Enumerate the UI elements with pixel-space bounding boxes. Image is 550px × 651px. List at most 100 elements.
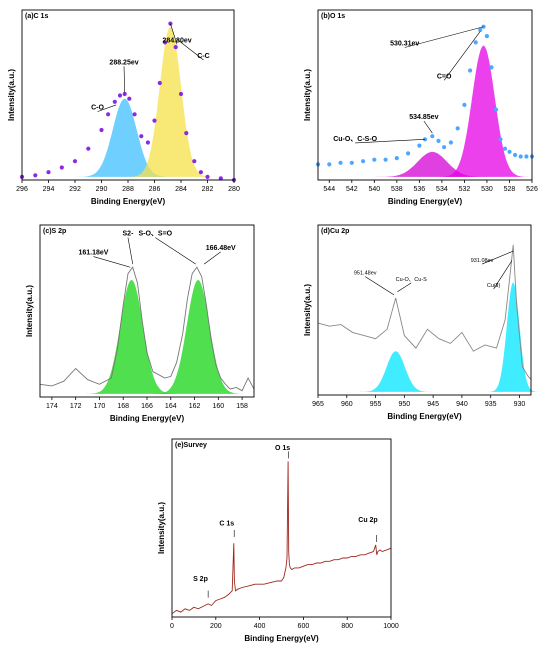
x-tick-label: 280 — [228, 186, 240, 193]
x-tick-label: 526 — [526, 186, 538, 193]
data-point — [122, 91, 127, 97]
data-point — [502, 146, 508, 151]
annotation-label: S2- — [123, 231, 135, 238]
x-tick-label: 955 — [370, 401, 382, 408]
x-tick-label: 170 — [94, 403, 106, 410]
annotation-label: O 1s — [275, 445, 290, 452]
x-axis-label: Binding Energy(eV) — [91, 197, 166, 206]
data-point — [462, 102, 467, 107]
annotation-label: 284.80ev — [162, 37, 191, 44]
plot-frame — [317, 9, 533, 181]
data-point — [132, 112, 137, 117]
annotation-label: 951.48ev — [354, 271, 377, 277]
data-point — [157, 80, 162, 86]
peak-fill-1 — [487, 282, 539, 392]
x-tick-label: 158 — [236, 403, 248, 410]
chart-panel-o1s: 544 542 540 538 536 534 532 530 528 526 (b)O 1s Bin… — [275, 0, 550, 210]
x-tick-label: 400 — [254, 623, 266, 630]
x-tick-label: 166 — [141, 403, 153, 410]
x-tick-label: 945 — [427, 401, 439, 408]
survey-plot: 0 200 400 600 800 1000 (e)Survey Binding Energy… — [157, 438, 399, 643]
data-point — [33, 173, 38, 178]
data-point — [59, 165, 64, 170]
data-point — [478, 27, 483, 32]
data-point — [481, 24, 486, 29]
data-point — [484, 34, 489, 39]
annotation-arrow — [355, 139, 426, 144]
cu2p-plot: 965 960 955 950 945 940 935 930 (d)Cu 2p Binding … — [303, 224, 539, 421]
data-point — [383, 157, 388, 162]
x-tick-label: 800 — [341, 623, 353, 630]
y-axis-label: Intensity(a.u.) — [25, 285, 34, 337]
data-point — [46, 170, 51, 175]
x-tick-label: 0 — [170, 623, 174, 630]
x-tick-label: 160 — [212, 403, 224, 410]
x-tick-label: 950 — [399, 401, 411, 408]
data-point — [513, 152, 518, 158]
data-point — [468, 68, 473, 73]
x-tick-label: 286 — [149, 186, 161, 193]
peak-fill-0 — [373, 151, 491, 177]
panel-title: (e)Survey — [175, 442, 207, 449]
peak-fill-1 — [128, 26, 213, 177]
x-tick-label: 528 — [504, 186, 516, 193]
x-axis-label: Binding Energy(eV) — [110, 414, 185, 423]
data-point — [99, 127, 104, 133]
data-point — [518, 154, 523, 159]
data-point — [338, 160, 343, 165]
data-point — [455, 126, 460, 131]
x-axis-label: Binding Energy(eV) — [388, 197, 463, 206]
o1s-plot: 544 542 540 538 536 534 532 530 528 526 (b)O 1s Bin… — [303, 9, 538, 206]
data-point — [173, 45, 178, 50]
x-tick-label: 290 — [96, 186, 108, 193]
x-tick-label: 940 — [456, 401, 468, 408]
x-tick-label: 164 — [165, 403, 177, 410]
x-tick-label: 960 — [341, 401, 353, 408]
data-point — [163, 40, 168, 45]
data-point — [127, 96, 132, 101]
data-point — [417, 143, 422, 148]
s2p-plot: 174 172 170 168 166 164 162 160 158 (c)S 2p Bindin… — [25, 224, 255, 423]
x-tick-label: 284 — [175, 186, 187, 193]
panel-title: (b)O 1s — [321, 13, 345, 20]
annotation-arrow — [127, 237, 134, 265]
data-point — [152, 118, 157, 123]
annotation-arrow — [443, 31, 481, 81]
x-tick-label: 930 — [514, 401, 526, 408]
annotation-label: Cu(Ⅱ) — [487, 283, 501, 289]
annotation-label: C 1s — [219, 520, 234, 527]
x-tick-label: 538 — [391, 186, 403, 193]
annotation-label: S 2p — [193, 576, 208, 583]
annotation-arrow — [93, 256, 131, 268]
series-line-0 — [317, 244, 532, 380]
chart-panel-s2p: 174 172 170 168 166 164 162 160 158 (c)S 2p Bindin… — [0, 212, 275, 423]
peak-fill-0 — [86, 279, 177, 394]
annotation-label: 166.48eV — [206, 245, 236, 252]
data-point — [349, 160, 354, 165]
annotation-label: 931.08ev — [471, 258, 494, 264]
data-point — [117, 93, 123, 98]
annotation-label: S-O、S=O — [138, 231, 172, 238]
c1s-plot: 296 294 292 290 288 286 284 282 280 (a)C 1s Bindin… — [7, 9, 240, 206]
data-point — [372, 157, 377, 162]
data-point — [139, 134, 144, 139]
annotation-arrow — [481, 250, 514, 265]
chart-panel-survey: 0 200 400 600 800 1000 (e)Survey Binding Energy… — [150, 432, 410, 647]
x-tick-label: 600 — [298, 623, 310, 630]
data-point — [422, 137, 428, 142]
annotation-arrow — [170, 23, 178, 45]
y-axis-label: Intensity(a.u.) — [7, 69, 16, 121]
data-point — [218, 176, 223, 181]
x-tick-label: 200 — [210, 623, 222, 630]
data-point — [72, 159, 78, 164]
data-point — [361, 159, 366, 164]
annotation-arrow — [493, 260, 513, 290]
data-point — [489, 65, 494, 70]
peak-fill-0 — [358, 351, 433, 392]
annotation-label: 530.31ev — [390, 40, 419, 47]
annotation-arrow — [423, 120, 433, 134]
panel-title: (a)C 1s — [25, 13, 48, 20]
annotation-label: 534.85ev — [409, 114, 438, 121]
annotation-arrow — [365, 276, 395, 296]
data-point — [442, 145, 447, 150]
